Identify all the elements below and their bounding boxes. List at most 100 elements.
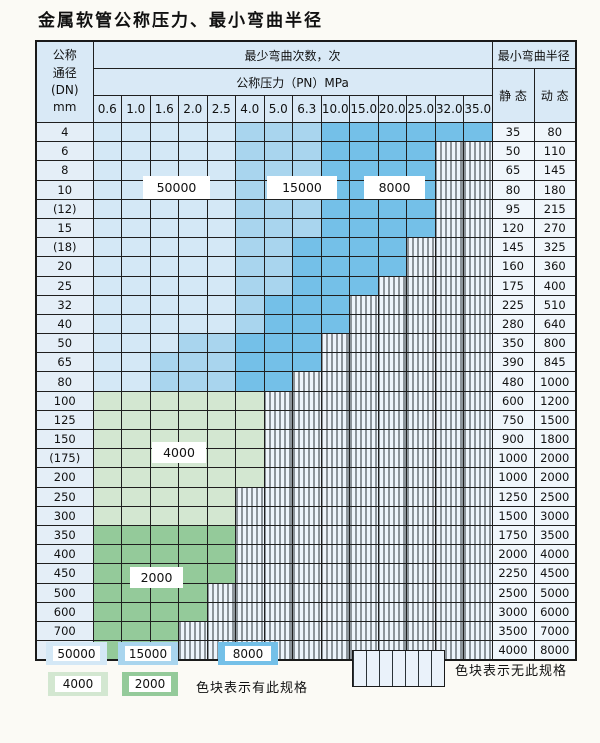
cell-zone-50000 [121, 256, 151, 277]
static-radius-cell: 120 [491, 217, 535, 239]
cell-zone-8000 [349, 237, 379, 258]
cell-zone-50000 [92, 371, 122, 392]
cell-zone-4000 [92, 467, 122, 488]
cell-unavailable [349, 352, 379, 373]
pressure-bend-table: 公称 通径 (DN) mm 最少弯曲次数，次 最小弯曲半径 公称压力（PN）MP… [35, 40, 577, 662]
cell-zone-50000 [206, 121, 236, 143]
legend-available-text: 色块表示有此规格 [196, 681, 309, 696]
cell-zone-50000 [149, 333, 179, 354]
pressure-header-cell: 1.6 [149, 95, 179, 123]
static-column-header: 静 态 [491, 68, 535, 123]
cell-unavailable [320, 563, 350, 584]
cell-unavailable [320, 524, 350, 546]
table-row: 300 1500 3000 [35, 505, 577, 526]
cell-unavailable [463, 275, 493, 296]
cell-zone-50000 [92, 179, 122, 200]
cell-unavailable [320, 601, 350, 622]
cell-unavailable [292, 371, 322, 392]
cell-zone-50000 [121, 141, 151, 162]
cell-zone-50000 [92, 198, 122, 219]
cell-zone-8000 [349, 141, 379, 162]
cell-zone-8000 [235, 352, 265, 373]
dynamic-radius-cell: 1000 [533, 371, 577, 392]
cell-zone-8000 [349, 256, 379, 277]
cell-zone-50000 [206, 275, 236, 296]
cell-unavailable [263, 448, 293, 469]
cell-unavailable [377, 448, 407, 469]
cell-unavailable [320, 505, 350, 526]
dynamic-radius-cell: 1500 [533, 409, 577, 431]
cell-unavailable [434, 371, 464, 392]
cell-zone-2000 [149, 544, 179, 565]
static-radius-cell: 2500 [491, 582, 535, 603]
cell-unavailable [463, 333, 493, 354]
static-radius-cell: 1750 [491, 524, 535, 546]
cell-unavailable [349, 486, 379, 507]
dynamic-radius-cell: 5000 [533, 582, 577, 603]
cell-unavailable [434, 333, 464, 354]
cell-zone-4000 [121, 467, 151, 488]
cell-unavailable [463, 409, 493, 431]
cell-unavailable [263, 544, 293, 565]
cell-unavailable [263, 563, 293, 584]
dn-cell: 65 [35, 352, 94, 373]
cell-unavailable [292, 448, 322, 469]
cell-unavailable [349, 620, 379, 642]
cell-zone-2000 [92, 544, 122, 565]
table-row: (18) 145 325 [35, 237, 577, 258]
cell-zone-4000 [206, 486, 236, 507]
cell-unavailable [349, 563, 379, 584]
cell-zone-15000 [235, 256, 265, 277]
dn-cell: 40 [35, 313, 94, 335]
cell-unavailable [463, 582, 493, 603]
static-radius-cell: 80 [491, 179, 535, 200]
cell-unavailable [434, 467, 464, 488]
cell-unavailable [377, 428, 407, 450]
static-radius-cell: 145 [491, 237, 535, 258]
dynamic-radius-cell: 2000 [533, 467, 577, 488]
cell-unavailable [320, 371, 350, 392]
cell-unavailable [235, 620, 265, 642]
cell-zone-15000 [235, 237, 265, 258]
cell-unavailable [463, 428, 493, 450]
cell-zone-15000 [178, 352, 208, 373]
dynamic-radius-cell: 110 [533, 141, 577, 162]
dynamic-radius-cell: 270 [533, 217, 577, 239]
cell-unavailable [263, 505, 293, 526]
cell-zone-50000 [149, 256, 179, 277]
cell-zone-2000 [149, 601, 179, 622]
cell-unavailable [406, 620, 436, 642]
static-radius-cell: 900 [491, 428, 535, 450]
cell-unavailable [377, 505, 407, 526]
cell-unavailable [292, 409, 322, 431]
cell-zone-4000 [178, 505, 208, 526]
static-radius-cell: 1000 [491, 448, 535, 469]
cell-unavailable [434, 409, 464, 431]
cell-unavailable [463, 160, 493, 181]
cell-zone-2000 [121, 524, 151, 546]
pressure-header-cell: 25.0 [406, 95, 436, 123]
cell-unavailable [406, 237, 436, 258]
cell-unavailable [406, 256, 436, 277]
cell-unavailable [292, 486, 322, 507]
cell-unavailable [434, 313, 464, 335]
cell-unavailable [235, 505, 265, 526]
cell-zone-50000 [121, 237, 151, 258]
dn-cell: 200 [35, 467, 94, 488]
dn-cell: 500 [35, 582, 94, 603]
cell-unavailable [320, 448, 350, 469]
cell-zone-4000 [206, 448, 236, 469]
dn-cell: 600 [35, 601, 94, 622]
cell-unavailable [263, 467, 293, 488]
cell-zone-50000 [178, 275, 208, 296]
cell-zone-4000 [206, 505, 236, 526]
cell-unavailable [320, 352, 350, 373]
zone-label-50000: 50000 [143, 176, 210, 199]
legend-label-15000: 15000 [125, 646, 171, 661]
cell-zone-8000 [292, 237, 322, 258]
cell-unavailable [463, 486, 493, 507]
cell-zone-50000 [121, 275, 151, 296]
cell-zone-4000 [235, 428, 265, 450]
cell-zone-15000 [235, 294, 265, 315]
